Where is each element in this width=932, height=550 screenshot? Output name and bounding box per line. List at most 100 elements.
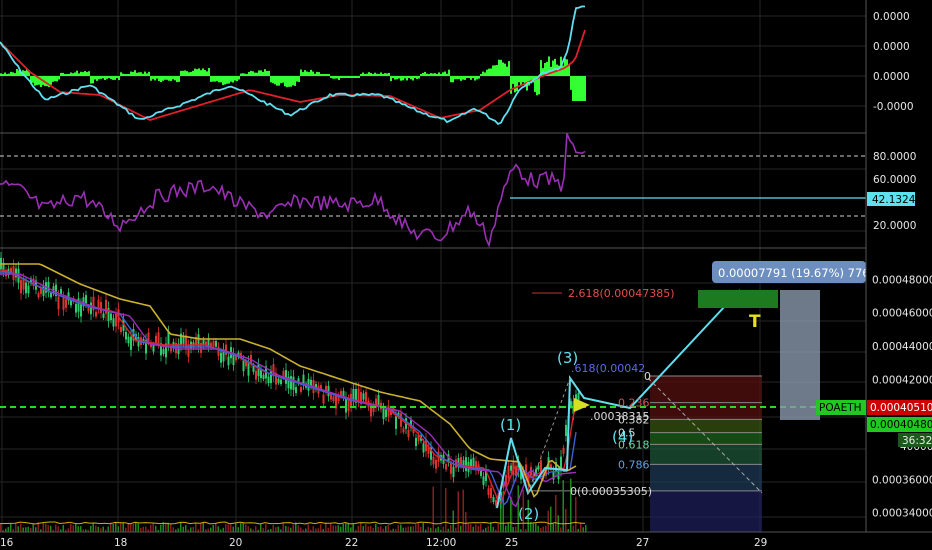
- histogram-bar: [240, 73, 242, 76]
- volume-bar: [555, 494, 557, 532]
- volume-bar: [15, 523, 17, 532]
- candle-body: [297, 378, 300, 384]
- volume-bar: [367, 526, 369, 532]
- volume-bar: [470, 524, 472, 532]
- histogram-bar: [40, 76, 42, 87]
- volume-bar: [302, 529, 304, 532]
- rsi-panel[interactable]: [0, 133, 932, 248]
- volume-bar: [477, 525, 479, 532]
- volume-bar: [75, 523, 77, 532]
- histogram-bar: [538, 76, 540, 95]
- histogram-bar: [346, 76, 348, 78]
- volume-bar: [60, 529, 62, 532]
- histogram-bar: [228, 76, 230, 84]
- candle-body: [160, 343, 162, 356]
- projection-dashed-line: [647, 377, 763, 494]
- histogram-bar: [546, 61, 548, 76]
- volume-bar: [112, 523, 114, 532]
- histogram-bar: [488, 68, 490, 76]
- candle-body: [522, 470, 525, 479]
- volume-bar: [575, 496, 577, 532]
- candle-body: [502, 483, 505, 488]
- candle-body: [85, 295, 87, 304]
- volume-bar: [2, 529, 4, 532]
- candle-body: [492, 497, 495, 502]
- volume-bar: [317, 528, 319, 532]
- time-tick-label[interactable]: 27: [636, 537, 649, 549]
- histogram-bar: [310, 69, 312, 76]
- histogram-bar: [354, 76, 356, 78]
- volume-bar: [245, 524, 247, 532]
- volume-bar: [195, 522, 197, 532]
- histogram-bar: [6, 74, 8, 76]
- target-zone[interactable]: [698, 290, 778, 308]
- histogram-bar: [280, 76, 282, 84]
- candle-body: [465, 457, 467, 472]
- fib-band: [650, 402, 762, 420]
- volume-bar: [72, 525, 74, 532]
- price-panel[interactable]: 2.618(0.00047385) (1) (2) (3) (4) 0 0.236…: [0, 251, 870, 532]
- candle-body: [227, 356, 230, 366]
- candle-body: [287, 376, 290, 389]
- time-tick-label[interactable]: 29: [754, 537, 767, 549]
- macd-panel[interactable]: [0, 5, 586, 125]
- histogram-bar: [174, 76, 176, 81]
- time-tick-label[interactable]: 22: [345, 537, 358, 549]
- histogram-bar: [492, 65, 494, 76]
- time-tick-label[interactable]: 16: [0, 537, 14, 549]
- volume-bar: [425, 529, 427, 532]
- candle-body: [32, 278, 35, 287]
- histogram-bar: [512, 76, 514, 84]
- histogram-bar: [264, 69, 266, 76]
- histogram-bar: [160, 76, 162, 83]
- candle-body: [292, 376, 295, 390]
- histogram-bar: [158, 76, 160, 82]
- candle-body: [430, 447, 432, 460]
- candle-body: [337, 395, 340, 402]
- volume-bar: [460, 525, 462, 532]
- candle-body: [267, 376, 270, 384]
- x-axis-ticks[interactable]: 16 18 20 22 12:00 25 27 29: [0, 537, 767, 549]
- time-tick-label[interactable]: 20: [229, 537, 242, 549]
- volume-bar: [577, 528, 579, 532]
- macd-signal-line: [0, 29, 586, 121]
- fib-retracement[interactable]: [528, 375, 762, 532]
- volume-bar: [295, 522, 297, 532]
- histogram-bar: [152, 76, 154, 80]
- volume-bar: [117, 526, 119, 532]
- histogram-bar: [422, 72, 424, 76]
- histogram-bar: [246, 74, 248, 76]
- candle-body: [157, 332, 160, 344]
- histogram-bar: [202, 68, 204, 76]
- volume-bar: [220, 529, 222, 532]
- time-tick-label[interactable]: 12:00: [426, 537, 456, 549]
- time-tick-label[interactable]: 18: [114, 537, 127, 549]
- volume-bar: [57, 526, 59, 532]
- candle-body: [282, 370, 285, 378]
- volume-bar: [322, 529, 324, 532]
- elliott-wave-path[interactable]: [496, 289, 741, 509]
- volume-bar: [565, 509, 567, 532]
- time-tick-label[interactable]: 25: [505, 537, 518, 549]
- candle-body: [210, 342, 212, 348]
- volume-bar: [205, 529, 207, 532]
- histogram-bar: [428, 74, 430, 76]
- histogram-bar: [216, 76, 218, 82]
- volume-bar: [292, 524, 294, 532]
- fib-level-label: 0(0.00035305): [570, 485, 652, 498]
- histogram-bar: [482, 71, 484, 76]
- candle-body: [560, 456, 562, 470]
- histogram-bar: [282, 76, 284, 83]
- histogram-bar: [186, 71, 188, 76]
- histogram-bar: [76, 70, 78, 76]
- volume-bar: [327, 527, 329, 532]
- candle-body: [347, 400, 350, 411]
- last-price-label: 0.00040510: [870, 402, 932, 414]
- histogram-bar: [248, 71, 250, 76]
- volume-bar: [410, 526, 412, 532]
- histogram-bar: [260, 70, 262, 76]
- histogram-bar: [504, 63, 506, 76]
- volume-bar: [500, 495, 502, 532]
- long-position-box[interactable]: [780, 290, 820, 420]
